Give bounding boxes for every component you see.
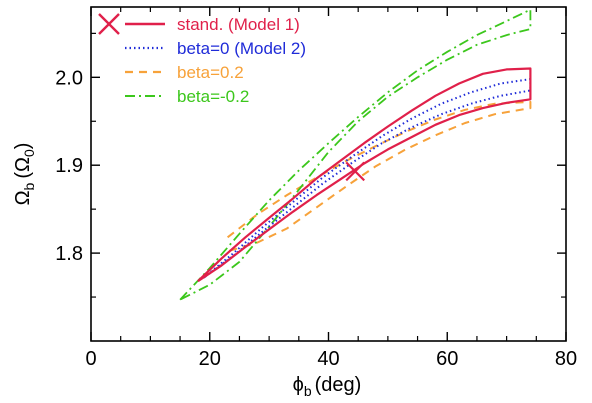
legend-label: beta=0 (Model 2): [177, 39, 306, 58]
series-line: [197, 67, 532, 283]
x-axis-label: ϕb (deg): [293, 374, 362, 399]
y-axis-label: Ωb(Ω0): [12, 143, 37, 206]
y-tick-label: 1.9: [55, 155, 83, 177]
legend-label: stand. (Model 1): [177, 15, 300, 34]
data-markers: [345, 161, 365, 182]
series-line: [226, 100, 532, 253]
x-tick-label: 80: [555, 348, 577, 370]
y-tick-label: 1.8: [55, 243, 83, 265]
axis-ticks: 0 20 40 60 80 1.8 1.9 2.0: [55, 7, 577, 370]
legend-x-marker: [98, 13, 120, 35]
x-tick-label: 20: [199, 348, 221, 370]
x-tick-label: 0: [85, 348, 96, 370]
legend: stand. (Model 1) beta=0 (Model 2) beta=0.2…: [98, 13, 306, 106]
x-tick-label: 60: [436, 348, 458, 370]
data-series: [179, 8, 532, 301]
series-line: [179, 8, 532, 301]
x-marker: [345, 161, 365, 182]
series-line: [203, 78, 532, 279]
legend-label: beta=-0.2: [177, 87, 249, 106]
x-tick-label: 40: [317, 348, 339, 370]
y-tick-label: 2.0: [55, 67, 83, 89]
legend-label: beta=0.2: [177, 63, 244, 82]
